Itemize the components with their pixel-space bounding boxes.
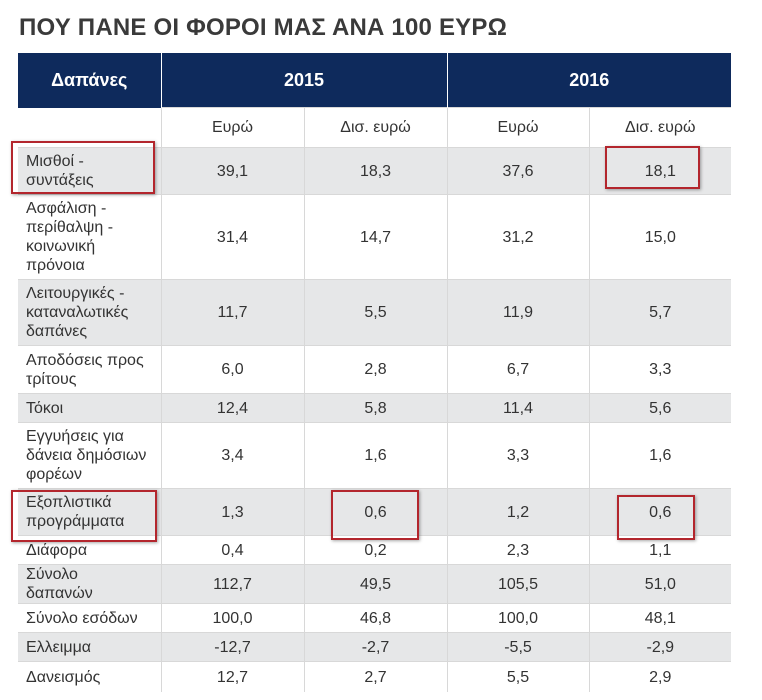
subheader-empty	[18, 107, 161, 148]
table-row: Λειτουργικές - καταναλωτικές δαπάνες 11,7…	[18, 279, 732, 346]
cell-2016-eur: 6,7	[446, 345, 590, 394]
row-label: Σύνολο δαπανών	[18, 564, 161, 604]
table-body: Ευρώ Δισ. ευρώ Ευρώ Δισ. ευρώ Μισθοί - σ…	[18, 107, 732, 692]
row-label: Εξοπλιστικά προγράμματα	[18, 488, 161, 536]
cell-2016-bn: 3,3	[588, 345, 732, 394]
row-label: Μισθοί - συντάξεις	[18, 147, 161, 195]
cell-2015-eur: 31,4	[160, 194, 304, 280]
cell-2015-bn: 1,6	[303, 422, 448, 489]
row-label: Εγγυήσεις για δάνεια δημόσιων φορέων	[18, 422, 161, 489]
cell-2016-eur: 1,2	[446, 488, 590, 536]
subheader-row: Ευρώ Δισ. ευρώ Ευρώ Δισ. ευρώ	[18, 107, 732, 148]
header-year-2016: 2016	[446, 53, 732, 108]
cell-2016-bn: 2,9	[588, 661, 732, 692]
cell-2015-eur: 3,4	[160, 422, 304, 489]
cell-2015-bn: 2,7	[303, 661, 448, 692]
cell-2016-eur: 37,6	[446, 147, 590, 195]
cell-2016-bn: 0,6	[588, 488, 732, 536]
page-title: ΠΟΥ ΠΑΝΕ ΟΙ ΦΟΡΟΙ ΜΑΣ ΑΝΑ 100 ΕΥΡΩ	[19, 14, 508, 41]
row-label: Τόκοι	[18, 393, 161, 423]
table-row: Ελλειμμα -12,7 -2,7 -5,5 -2,9	[18, 632, 732, 662]
cell-2016-bn: 1,6	[588, 422, 732, 489]
cell-2015-bn: 2,8	[303, 345, 448, 394]
cell-2016-eur: -5,5	[446, 632, 590, 662]
cell-2016-eur: 105,5	[446, 564, 590, 604]
cell-2015-eur: -12,7	[160, 632, 304, 662]
cell-2015-eur: 112,7	[160, 564, 304, 604]
cell-2016-bn: 18,1	[588, 147, 732, 195]
cell-2015-bn: 5,8	[303, 393, 448, 423]
cell-2015-eur: 1,3	[160, 488, 304, 536]
header-year-2015: 2015	[160, 53, 448, 108]
cell-2015-eur: 11,7	[160, 279, 304, 346]
cell-2016-bn: 48,1	[588, 603, 732, 633]
subheader-2016-eur: Ευρώ	[446, 107, 590, 148]
header-row: Δαπάνες 2015 2016	[18, 53, 732, 108]
cell-2016-eur: 3,3	[446, 422, 590, 489]
table-row: Τόκοι 12,4 5,8 11,4 5,6	[18, 393, 732, 423]
table-row: Εξοπλιστικά προγράμματα 1,3 0,6 1,2 0,6	[18, 488, 732, 536]
cell-2015-bn: 0,6	[303, 488, 448, 536]
row-label: Ασφάλιση - περίθαλψη - κοινωνική πρόνοια	[18, 194, 161, 280]
cell-2016-eur: 5,5	[446, 661, 590, 692]
cell-2015-eur: 100,0	[160, 603, 304, 633]
table-row: Εγγυήσεις για δάνεια δημόσιων φορέων 3,4 1…	[18, 422, 732, 489]
row-label: Δανεισμός	[18, 661, 161, 692]
table-row: Σύνολο δαπανών 112,7 49,5 105,5 51,0	[18, 564, 732, 604]
cell-2016-eur: 100,0	[446, 603, 590, 633]
subheader-2015-bn: Δισ. ευρώ	[303, 107, 448, 148]
table-row: Διάφορα 0,4 0,2 2,3 1,1	[18, 535, 732, 565]
cell-2016-bn: 5,7	[588, 279, 732, 346]
cell-2015-eur: 6,0	[160, 345, 304, 394]
expenses-table-container: Δαπάνες 2015 2016 Ευρώ Δισ. ευρώ Ευρώ Δι…	[18, 53, 732, 692]
cell-2015-bn: 0,2	[303, 535, 448, 565]
cell-2016-eur: 11,9	[446, 279, 590, 346]
table-row: Αποδόσεις προς τρίτους 6,0 2,8 6,7 3,3	[18, 345, 732, 394]
row-label: Ελλειμμα	[18, 632, 161, 662]
cell-2016-eur: 11,4	[446, 393, 590, 423]
cell-2016-bn: 15,0	[588, 194, 732, 280]
cell-2015-eur: 0,4	[160, 535, 304, 565]
subheader-2016-bn: Δισ. ευρώ	[588, 107, 732, 148]
table-header: Δαπάνες 2015 2016	[18, 53, 732, 108]
cell-2016-bn: -2,9	[588, 632, 732, 662]
table-row: Δανεισμός 12,7 2,7 5,5 2,9	[18, 661, 732, 692]
cell-2015-eur: 39,1	[160, 147, 304, 195]
cell-2016-bn: 1,1	[588, 535, 732, 565]
row-label: Διάφορα	[18, 535, 161, 565]
expenses-table: Δαπάνες 2015 2016 Ευρώ Δισ. ευρώ Ευρώ Δι…	[18, 53, 732, 692]
table-row: Ασφάλιση - περίθαλψη - κοινωνική πρόνοια…	[18, 194, 732, 280]
cell-2016-eur: 2,3	[446, 535, 590, 565]
cell-2015-eur: 12,7	[160, 661, 304, 692]
cell-2015-bn: -2,7	[303, 632, 448, 662]
table-row: Μισθοί - συντάξεις 39,1 18,3 37,6 18,1	[18, 147, 732, 195]
cell-2015-bn: 49,5	[303, 564, 448, 604]
table-row: Σύνολο εσόδων 100,0 46,8 100,0 48,1	[18, 603, 732, 633]
cell-2016-bn: 5,6	[588, 393, 732, 423]
cell-2015-bn: 46,8	[303, 603, 448, 633]
row-label: Λειτουργικές - καταναλωτικές δαπάνες	[18, 279, 161, 346]
cell-2016-bn: 51,0	[588, 564, 732, 604]
cell-2015-bn: 14,7	[303, 194, 448, 280]
cell-2015-bn: 5,5	[303, 279, 448, 346]
header-expenses: Δαπάνες	[18, 53, 161, 108]
cell-2016-eur: 31,2	[446, 194, 590, 280]
cell-2015-bn: 18,3	[303, 147, 448, 195]
row-label: Αποδόσεις προς τρίτους	[18, 345, 161, 394]
cell-2015-eur: 12,4	[160, 393, 304, 423]
row-label: Σύνολο εσόδων	[18, 603, 161, 633]
subheader-2015-eur: Ευρώ	[160, 107, 304, 148]
